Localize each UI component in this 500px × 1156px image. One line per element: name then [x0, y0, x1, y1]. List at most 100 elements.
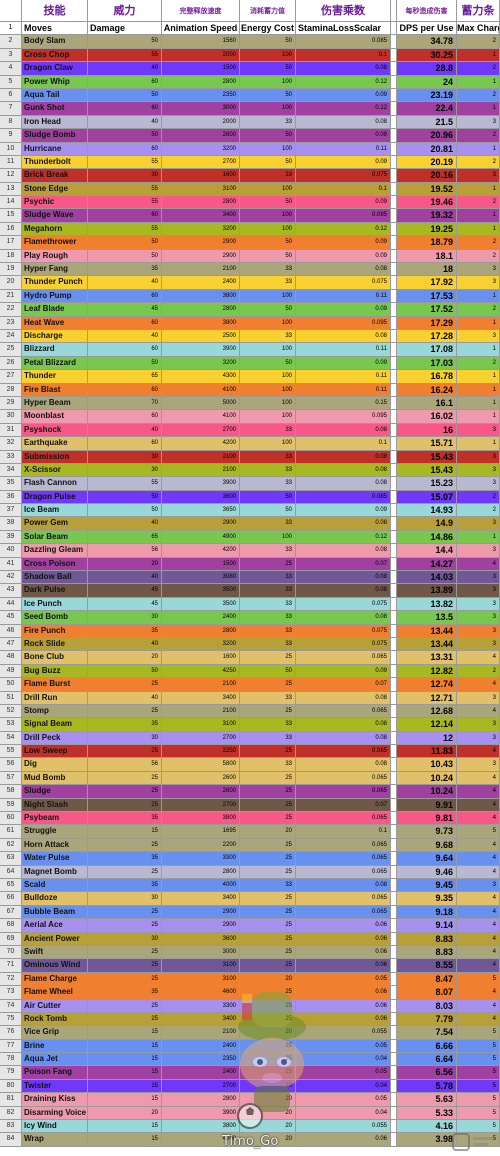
move-name: Aqua Tail [22, 88, 88, 102]
stamina-scalar-cell: 0.08 [296, 115, 391, 129]
header-cn-charges: 蓄力条 [457, 0, 500, 21]
row-number: 22 [0, 303, 22, 316]
animation-speed-cell: 2900 [162, 517, 240, 530]
move-name: Poison Fang [22, 1066, 88, 1079]
max-charges-cell: 4 [457, 959, 500, 972]
table-row: 55 Low Sweep 25 2250 25 0.065 11.83 4 [0, 745, 500, 759]
dps-cell: 17.53 [397, 289, 457, 303]
move-name: Scald [22, 879, 88, 892]
gap-cell [391, 825, 397, 838]
stamina-scalar-cell: 0.065 [296, 852, 391, 865]
animation-speed-cell: 3200 [162, 222, 240, 236]
dps-cell: 13.44 [397, 624, 457, 637]
table-row: 51 Drill Run 40 3400 33 0.08 12.71 3 [0, 691, 500, 705]
dps-cell: 9.73 [397, 825, 457, 838]
max-charges-cell: 4 [457, 798, 500, 812]
stamina-scalar-cell: 0.08 [296, 463, 391, 477]
table-row: 31 Psyshock 40 2700 33 0.08 16 3 [0, 423, 500, 438]
animation-speed-cell: 1500 [162, 557, 240, 571]
table-row: 27 Thunder 65 4300 100 0.11 16.78 1 [0, 370, 500, 384]
row-number: 15 [0, 209, 22, 222]
table-row: 38 Power Gem 40 2900 33 0.08 14.9 3 [0, 517, 500, 531]
damage-cell: 30 [88, 463, 162, 477]
damage-cell: 25 [88, 798, 162, 812]
dps-cell: 6.66 [397, 1039, 457, 1053]
table-row: 14 Psychic 55 2800 50 0.09 19.46 2 [0, 196, 500, 210]
animation-speed-cell: 1600 [162, 169, 240, 182]
row-number: 34 [0, 463, 22, 477]
animation-speed-cell: 3400 [162, 892, 240, 905]
move-name: Low Sweep [22, 745, 88, 758]
gap-cell [391, 490, 397, 504]
table-row: 17 Flamethrower 50 2900 50 0.09 18.79 2 [0, 236, 500, 250]
stamina-scalar-cell: 0.09 [296, 303, 391, 316]
gap-cell [391, 396, 397, 410]
dps-cell: 18.79 [397, 236, 457, 249]
damage-cell: 60 [88, 75, 162, 88]
move-name: Psybeam [22, 812, 88, 825]
gap-cell [391, 142, 397, 155]
stamina-scalar-cell: 0.06 [296, 932, 391, 945]
max-charges-cell: 4 [457, 852, 500, 865]
row-number: 23 [0, 316, 22, 329]
stamina-scalar-cell: 0.08 [296, 611, 391, 624]
animation-speed-cell: 2100 [162, 463, 240, 477]
animation-speed-cell: 2500 [162, 329, 240, 343]
energy-cost-cell: 33 [240, 584, 296, 597]
energy-cost-cell: 100 [240, 142, 296, 155]
header-cn-energy: 消耗蓄力值 [240, 0, 296, 21]
max-charges-cell: 3 [457, 571, 500, 584]
gap-cell [391, 745, 397, 758]
max-charges-cell: 5 [457, 1066, 500, 1079]
max-charges-cell: 5 [457, 1039, 500, 1053]
animation-speed-cell: 3900 [162, 343, 240, 356]
dps-cell: 20.96 [397, 129, 457, 142]
animation-speed-cell: 4250 [162, 664, 240, 678]
gap-cell [391, 812, 397, 825]
dps-cell: 3.98 [397, 1133, 457, 1146]
energy-cost-cell: 25 [240, 932, 296, 945]
table-body: 2 Body Slam 50 1560 50 0.085 34.78 2 3 Cross Chop… [0, 35, 500, 1147]
gap-cell [391, 1093, 397, 1106]
stamina-scalar-cell: 0.07 [296, 678, 391, 691]
stamina-scalar-cell: 0.08 [296, 691, 391, 704]
animation-speed-cell: 2700 [162, 1079, 240, 1093]
header-cn-dps: 每秒造成伤害 [397, 0, 457, 21]
move-name: Fire Punch [22, 624, 88, 637]
move-name: Blizzard [22, 343, 88, 356]
gap-cell [391, 62, 397, 75]
dps-cell: 20.19 [397, 155, 457, 169]
row-number: 7 [0, 102, 22, 115]
dps-cell: 16.24 [397, 383, 457, 396]
move-name: Dig [22, 758, 88, 771]
max-charges-cell: 2 [457, 196, 500, 209]
gap-cell [391, 771, 397, 785]
move-name: Icy Wind [22, 1120, 88, 1133]
table-row: 19 Hyper Fang 35 2100 33 0.08 18 3 [0, 263, 500, 277]
damage-cell: 50 [88, 664, 162, 678]
max-charges-cell: 2 [457, 664, 500, 678]
table-row: 63 Water Pulse 35 3300 25 0.065 9.64 4 [0, 852, 500, 866]
damage-cell: 60 [88, 383, 162, 396]
max-charges-cell: 3 [457, 463, 500, 477]
gap-cell [391, 236, 397, 249]
damage-cell: 55 [88, 48, 162, 62]
max-charges-cell: 3 [457, 879, 500, 892]
header-stamina-scalar: StaminaLossScalar [296, 22, 391, 35]
energy-cost-cell: 25 [240, 905, 296, 919]
stamina-scalar-cell: 0.09 [296, 504, 391, 517]
animation-speed-cell: 3200 [162, 637, 240, 651]
damage-cell: 25 [88, 838, 162, 852]
row-number: 48 [0, 651, 22, 664]
header-cn-scalar: 伤害乘数 [296, 0, 391, 21]
max-charges-cell: 2 [457, 236, 500, 249]
stamina-scalar-cell: 0.04 [296, 1053, 391, 1066]
table-row: 68 Aerial Ace 25 2900 25 0.06 9.14 4 [0, 919, 500, 933]
gap-cell [391, 423, 397, 437]
gap-cell [391, 102, 397, 115]
energy-cost-cell: 25 [240, 798, 296, 812]
dps-cell: 15.71 [397, 437, 457, 450]
move-name: Aerial Ace [22, 919, 88, 932]
dps-cell: 8.83 [397, 932, 457, 945]
row-number: 81 [0, 1093, 22, 1106]
